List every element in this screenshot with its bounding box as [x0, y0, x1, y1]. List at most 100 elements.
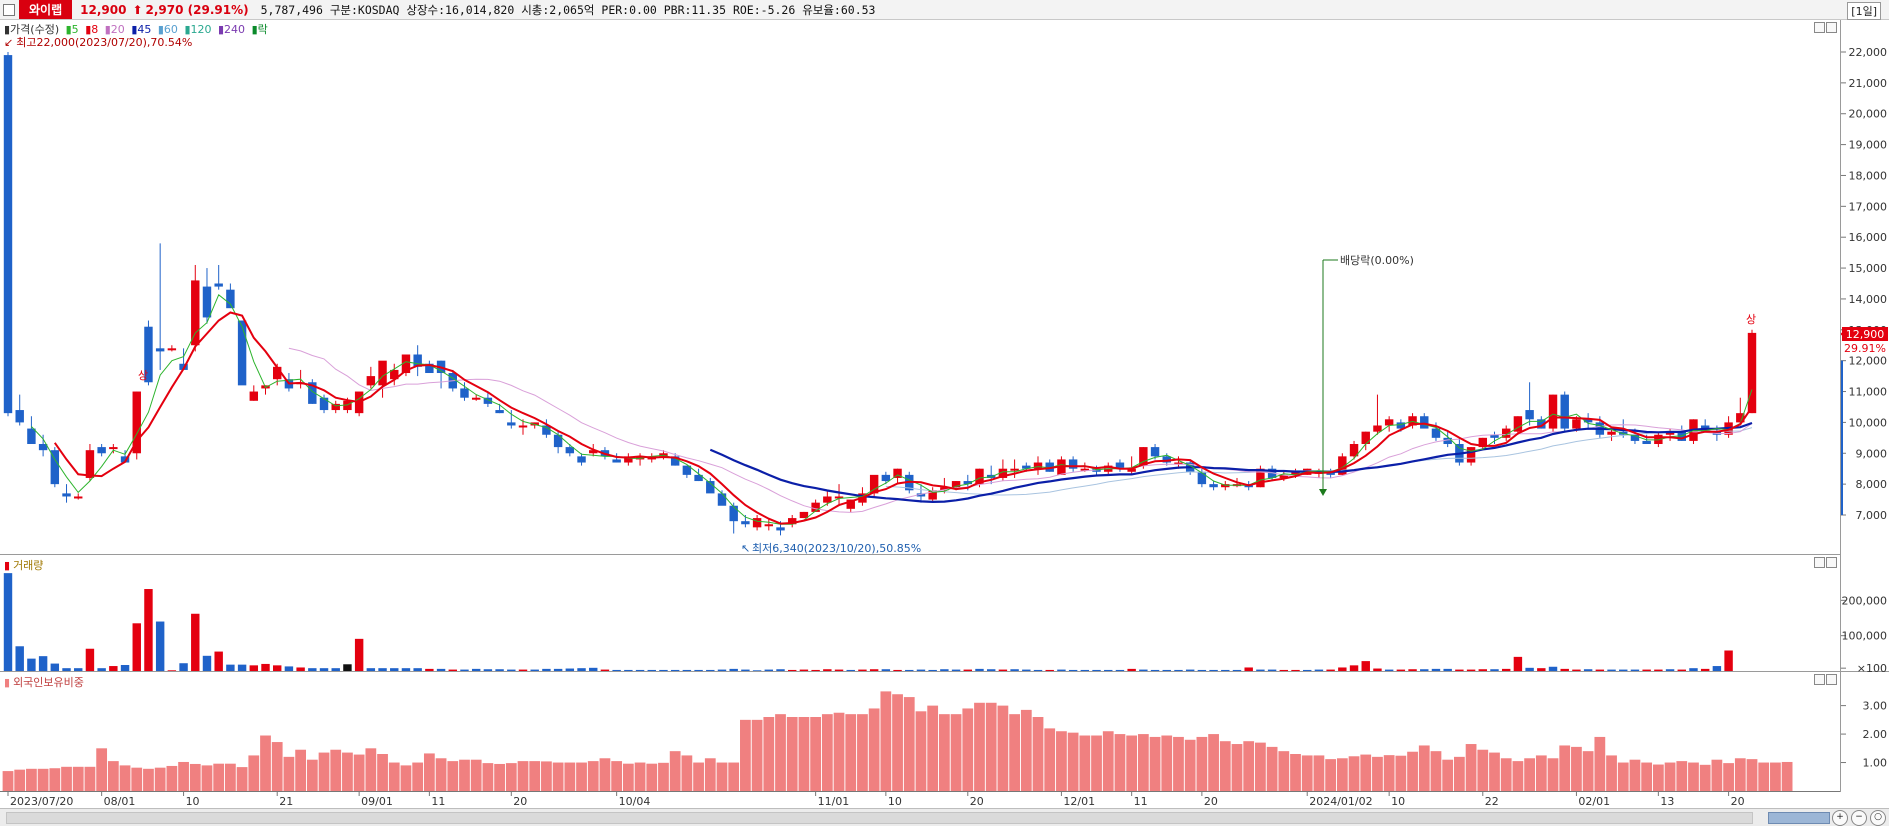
- foreign-bar: [1336, 758, 1348, 791]
- foreign-bar: [423, 753, 435, 791]
- volume-bar: [85, 648, 95, 671]
- zoom-reset-icon[interactable]: ○: [1870, 810, 1886, 826]
- scroll-thumb[interactable]: [1768, 812, 1830, 824]
- candle: [565, 444, 575, 457]
- candle: [1150, 444, 1160, 460]
- volume-bar: [858, 669, 867, 671]
- foreign-bar: [1617, 762, 1629, 791]
- foreign-bar: [1477, 749, 1489, 791]
- volume-bar: [1092, 669, 1101, 671]
- zoom-out-icon[interactable]: −: [1851, 810, 1867, 826]
- foreign-bar: [49, 768, 61, 791]
- up-arrow-icon: ⬆: [132, 2, 143, 17]
- volume-bar: [1256, 669, 1265, 671]
- foreign-bar: [1465, 744, 1477, 791]
- foreign-bar: [974, 702, 985, 791]
- foreign-bar: [1606, 755, 1617, 791]
- scroll-track[interactable]: [6, 812, 1753, 824]
- foreign-bar: [1360, 754, 1372, 791]
- candle: [413, 345, 422, 377]
- date-tick-label: 20: [970, 795, 984, 808]
- volume-bar: [1537, 668, 1546, 671]
- volume-minimize-button[interactable]: [1814, 557, 1825, 568]
- volume-bar: [1408, 669, 1417, 671]
- candle: [1583, 413, 1593, 429]
- volume-bar: [27, 658, 36, 671]
- volume-bar: [624, 669, 633, 671]
- date-tick-label: 13: [1660, 795, 1674, 808]
- foreign-bar: [412, 762, 424, 791]
- foreign-bar: [985, 702, 997, 791]
- date-tick-label: 09/01: [361, 795, 393, 808]
- foreign-bar: [704, 758, 716, 791]
- volume-bar: [1384, 669, 1394, 671]
- stock-name[interactable]: 와이랩: [19, 0, 73, 19]
- candle: [706, 477, 715, 494]
- volume-legend-label: 거래량: [13, 559, 44, 572]
- candle: [436, 360, 446, 389]
- period-selector[interactable]: [1일]: [1847, 2, 1881, 20]
- volume-bar: [1583, 669, 1593, 671]
- limit-up-marker-now: 상: [1746, 313, 1756, 326]
- panel-checkbox[interactable]: [3, 3, 15, 16]
- candle: [834, 484, 844, 506]
- volume-bar: [1127, 668, 1136, 671]
- foreign-bar: [365, 748, 377, 791]
- foreign-bar: [751, 719, 763, 791]
- candle: [1747, 329, 1757, 414]
- foreign-minimize-button[interactable]: [1814, 674, 1825, 685]
- foreign-maximize-button[interactable]: [1826, 674, 1837, 685]
- foreign-bar: [763, 717, 775, 791]
- volume-bar: [1689, 668, 1698, 671]
- price-panel[interactable]: ▮가격(수정) ▮5 ▮8 ▮20 ▮45 ▮60 ▮120 ▮240 ▮락 ↙…: [0, 20, 1840, 555]
- foreign-bar: [1594, 736, 1606, 791]
- foreign-bar: [330, 749, 342, 791]
- foreign-bar: [342, 752, 353, 791]
- candle: [226, 283, 235, 309]
- foreign-chart: [2, 691, 1793, 791]
- foreign-bar: [178, 761, 189, 791]
- foreign-bar: [1395, 755, 1407, 791]
- volume-bar: [354, 638, 364, 671]
- volume-bar: [647, 669, 656, 671]
- panel-maximize-button[interactable]: [1826, 22, 1837, 33]
- volume-bar: [940, 669, 949, 671]
- volume-bar: [97, 668, 106, 671]
- volume-bar: [179, 663, 188, 671]
- candle: [916, 484, 926, 503]
- volume-bar: [1513, 656, 1523, 671]
- volume-bar: [1209, 669, 1218, 671]
- legend-ma45: ▮45: [131, 23, 152, 36]
- volume-bar: [1607, 669, 1616, 671]
- volume-bar: [1068, 669, 1078, 671]
- volume-bar: [319, 668, 329, 671]
- candle: [1361, 431, 1370, 451]
- candle: [1127, 456, 1136, 475]
- chart-scrollbar[interactable]: + − ○: [0, 808, 1889, 826]
- panel-minimize-button[interactable]: [1814, 22, 1825, 33]
- volume-panel[interactable]: ▮ 거래량: [0, 555, 1840, 672]
- candle: [366, 366, 376, 389]
- foreign-bar: [400, 765, 412, 791]
- foreign-bar: [1676, 761, 1688, 791]
- foreign-bar: [1126, 735, 1138, 791]
- foreign-bar: [1231, 744, 1243, 791]
- zoom-in-icon[interactable]: +: [1832, 810, 1848, 826]
- candle: [74, 493, 83, 500]
- foreign-bar: [1020, 709, 1032, 791]
- foreign-bar: [552, 762, 564, 791]
- candle: [635, 453, 645, 466]
- foreign-bar: [201, 765, 213, 791]
- foreign-tick-label: 2.00: [1863, 728, 1888, 741]
- foreign-bar: [564, 762, 576, 791]
- candle: [62, 484, 71, 503]
- foreign-bar: [295, 749, 307, 791]
- volume-maximize-button[interactable]: [1826, 557, 1837, 568]
- foreign-ownership-panel[interactable]: ▮ 외국인보유비중: [0, 672, 1840, 792]
- volume-bar: [1490, 669, 1499, 671]
- candle: [202, 268, 212, 324]
- volume-bar: [1150, 669, 1160, 671]
- candle: [1045, 459, 1054, 472]
- volume-bar: [202, 655, 212, 671]
- candle: [682, 465, 692, 478]
